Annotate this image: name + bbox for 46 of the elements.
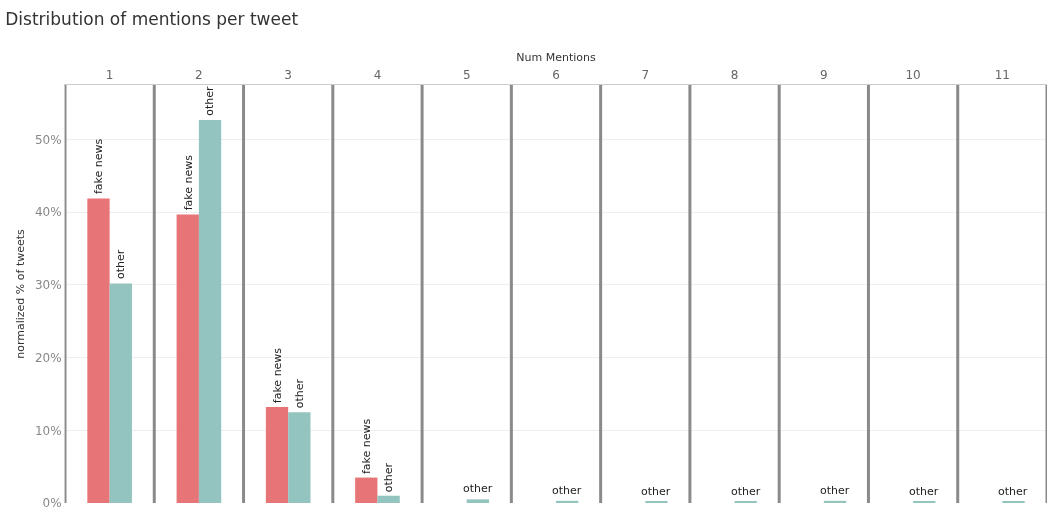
bar [109, 283, 132, 503]
x-tick-label: 1 [105, 68, 114, 83]
bar [87, 198, 110, 503]
y-tick-label: 20% [34, 350, 62, 365]
y-tick-label: 10% [34, 423, 62, 438]
text: other [731, 485, 761, 498]
y-tick-label: 40% [34, 205, 62, 220]
text: other [381, 462, 395, 493]
x-tick-label: 3 [284, 68, 292, 83]
text: other [998, 485, 1028, 498]
text: fake news [181, 154, 195, 211]
y-tick-label: 50% [34, 132, 62, 147]
text: other [820, 484, 850, 497]
x-tick-label: 7 [641, 68, 650, 83]
text: other [293, 379, 307, 409]
y-tick-label: 0% [42, 496, 62, 511]
text: other [114, 249, 128, 280]
text: fake news [359, 418, 373, 475]
text: other [203, 86, 217, 116]
x-tick-label: 2 [195, 68, 203, 83]
x-tick-label: 4 [373, 68, 382, 83]
bar [198, 119, 222, 503]
x-tick-label: 6 [552, 68, 560, 83]
x-tick-label: 11 [994, 68, 1010, 83]
text: fake news [271, 347, 285, 404]
x-tick-label: 8 [730, 68, 739, 83]
bar [466, 499, 490, 503]
x-tick-label: 5 [462, 68, 471, 83]
chart-title: Distribution of mentions per tweet [5, 8, 299, 29]
text: other [909, 485, 939, 498]
bar [176, 214, 199, 503]
bar [556, 500, 579, 503]
y-tick-label: 30% [34, 278, 62, 293]
bar [288, 412, 311, 503]
x-axis-title: Num Mentions [516, 50, 596, 64]
bar [823, 500, 847, 503]
y-axis-title: normalized % of tweets [13, 228, 27, 359]
x-tick-label: 10 [905, 68, 921, 83]
text: fake news [92, 138, 106, 195]
bar [355, 477, 378, 503]
bar [377, 495, 400, 503]
bar [265, 407, 289, 503]
x-tick-label: 9 [820, 68, 828, 83]
text: other [641, 485, 671, 498]
text: other [552, 484, 582, 497]
text: other [463, 482, 493, 495]
